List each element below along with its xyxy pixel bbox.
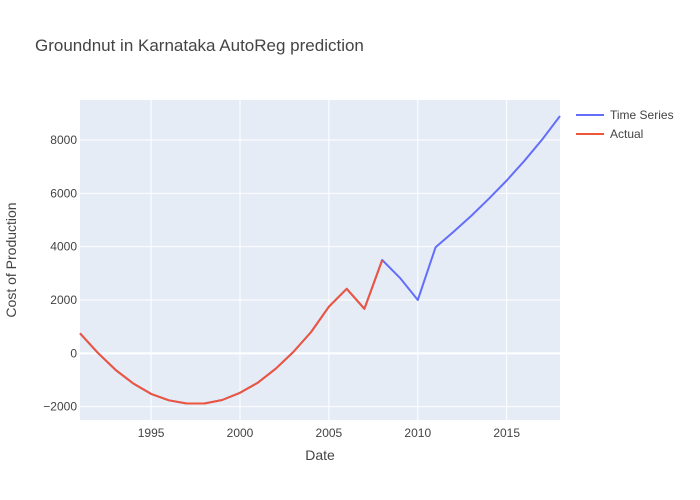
y-tick-label: 0 [70,346,77,360]
legend-item-time-series[interactable]: Time Series [576,108,674,122]
series-lines [79,115,561,405]
x-tick-label: 2000 [227,426,254,440]
x-tick-label: 2015 [493,426,520,440]
y-tick-label: 8000 [50,133,77,147]
y-tick-label: 4000 [50,240,77,254]
legend-label: Time Series [610,108,674,122]
y-tick-label: 2000 [50,293,77,307]
legend-label: Actual [610,127,643,141]
plot-area[interactable] [80,100,560,420]
legend-item-actual[interactable]: Actual [576,127,643,141]
x-tick-label: 2005 [316,426,343,440]
x-tick-label: 1995 [138,426,165,440]
legend[interactable]: Time Series Actual [576,108,674,141]
y-tick-label: −2000 [43,400,77,414]
chart-title: Groundnut in Karnataka AutoReg predictio… [35,36,364,55]
series-line-actual[interactable] [79,259,384,405]
y-axis-ticks: −2000 0 2000 4000 6000 8000 [43,133,77,414]
y-axis-label: Cost of Production [3,202,19,317]
gridlines [80,100,560,420]
x-axis-ticks: 1995 2000 2005 2010 2015 [138,426,521,440]
x-axis-label: Date [305,447,335,463]
y-tick-label: 6000 [50,186,77,200]
x-tick-label: 2010 [404,426,431,440]
